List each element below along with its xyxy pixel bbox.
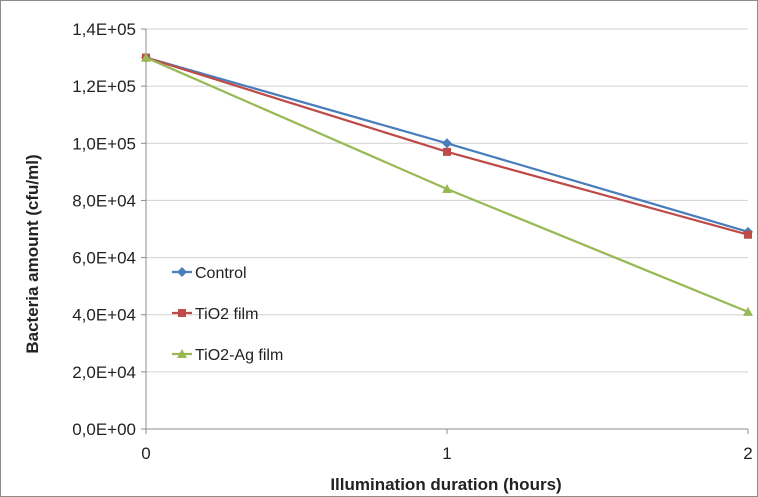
- x-tick-label: 0: [141, 444, 150, 463]
- legend-marker: [177, 349, 187, 358]
- y-tick-label: 8,0E+04: [72, 191, 136, 210]
- x-axis-title: Illumination duration (hours): [330, 475, 561, 494]
- y-tick-label: 1,0E+05: [72, 134, 136, 153]
- y-tick-label: 6,0E+04: [72, 249, 136, 268]
- legend: Control TiO2 film TiO2-Ag film: [172, 265, 283, 364]
- data-point: [442, 138, 452, 149]
- legend-label: TiO2 film: [195, 306, 258, 323]
- data-point: [141, 52, 151, 62]
- y-tick-label: 2,0E+04: [72, 363, 136, 382]
- y-tick-label: 1,4E+05: [72, 20, 136, 39]
- x-tick-label: 2: [743, 444, 752, 463]
- axes: 0,0E+00 2,0E+04 4,0E+04 6,0E+04 8,0E+04 1,0E+…: [72, 20, 753, 463]
- data-point: [744, 230, 752, 239]
- legend-marker: [178, 309, 186, 317]
- legend-label: TiO2-Ag film: [195, 347, 283, 364]
- series-control: [141, 52, 753, 237]
- data-point: [442, 184, 452, 193]
- y-axis-title: Bacteria amount (cfu/ml): [23, 154, 42, 353]
- x-tick-label: 1: [442, 444, 451, 463]
- y-tick-label: 0,0E+00: [72, 420, 136, 439]
- series-layer: [141, 52, 753, 316]
- data-point: [443, 147, 451, 156]
- y-tick-label: 4,0E+04: [72, 306, 136, 325]
- legend-item: TiO2 film: [172, 306, 258, 323]
- legend-item: Control: [172, 265, 247, 282]
- legend-item: TiO2-Ag film: [172, 347, 283, 364]
- series-tio2-ag-film: [141, 52, 753, 316]
- legend-marker: [177, 267, 187, 277]
- data-point: [743, 306, 753, 316]
- y-tick-label: 1,2E+05: [72, 77, 136, 96]
- legend-label: Control: [195, 265, 247, 282]
